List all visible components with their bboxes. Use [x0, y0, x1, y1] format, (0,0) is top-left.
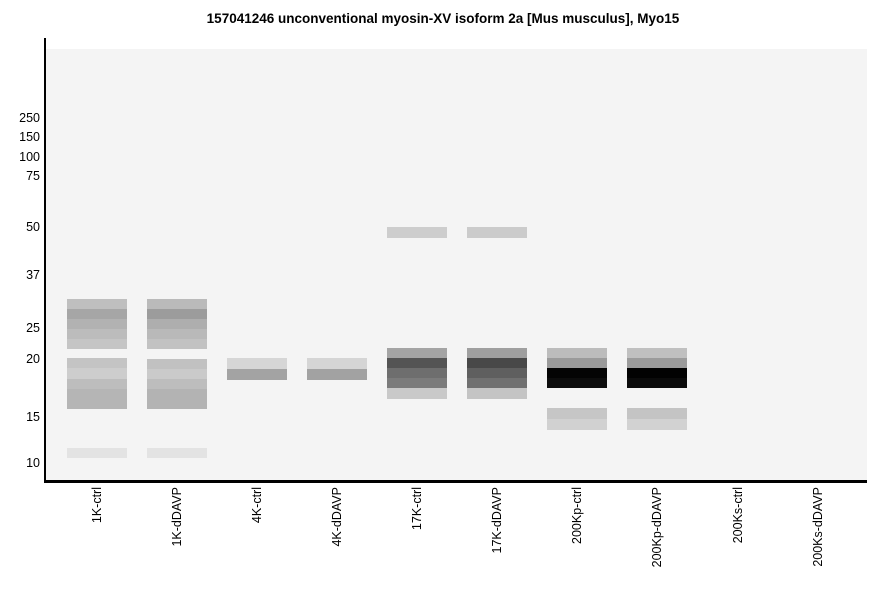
- lane-label-text: 200Ks-ctrl: [730, 487, 745, 544]
- y-tick-label-100: 100: [19, 150, 40, 164]
- band-stripe-200Kp-dDAVP: [626, 358, 687, 368]
- band-stripe-4K-dDAVP: [306, 369, 367, 380]
- band-stripe-17K-dDAVP: [466, 227, 527, 238]
- band-stripe-17K-ctrl: [386, 358, 447, 368]
- lane-label-text: 4K-ctrl: [249, 487, 264, 524]
- y-tick-label-37: 37: [26, 268, 40, 282]
- y-tick-label-25: 25: [26, 321, 40, 335]
- band-stripe-200Kp-dDAVP: [626, 419, 687, 430]
- band-stripe-17K-ctrl: [386, 227, 447, 238]
- lane-label-text: 1K-dDAVP: [169, 487, 184, 547]
- x-axis-line: [43, 480, 867, 483]
- band-stripe-1K-ctrl: [66, 339, 127, 349]
- lane-label-17K-ctrl: 17K-ctrl: [407, 487, 427, 530]
- lane-label-200Ks-dDAVP: 200Ks-dDAVP: [808, 487, 828, 567]
- band-stripe-200Kp-dDAVP: [626, 348, 687, 358]
- lane-label-text: 17K-ctrl: [409, 487, 424, 531]
- y-axis-line: [43, 38, 46, 483]
- band-stripe-1K-dDAVP: [146, 389, 207, 409]
- band-stripe-17K-ctrl: [386, 388, 447, 399]
- band-stripe-1K-ctrl: [66, 299, 127, 309]
- band-stripe-4K-ctrl: [226, 358, 287, 369]
- band-stripe-17K-ctrl: [386, 348, 447, 358]
- y-tick-label-10: 10: [26, 456, 40, 470]
- band-stripe-1K-ctrl: [66, 389, 127, 409]
- band-stripe-17K-ctrl: [386, 368, 447, 378]
- lane-label-text: 200Kp-ctrl: [569, 487, 584, 544]
- plot-area: [46, 49, 867, 480]
- band-stripe-1K-ctrl: [66, 368, 127, 379]
- band-stripe-1K-dDAVP: [146, 448, 207, 458]
- band-stripe-200Kp-ctrl: [546, 358, 607, 368]
- band-stripe-17K-dDAVP: [466, 358, 527, 368]
- lane-label-text: 200Kp-dDAVP: [649, 487, 664, 568]
- band-stripe-1K-ctrl: [66, 319, 127, 329]
- lane-label-17K-dDAVP: 17K-dDAVP: [487, 487, 507, 553]
- lane-label-200Ks-ctrl: 200Ks-ctrl: [728, 487, 748, 543]
- band-stripe-1K-dDAVP: [146, 309, 207, 319]
- band-stripe-200Kp-ctrl: [546, 419, 607, 430]
- band-stripe-1K-ctrl: [66, 329, 127, 339]
- lane-label-1K-dDAVP: 1K-dDAVP: [167, 487, 187, 547]
- band-stripe-200Kp-dDAVP: [626, 368, 687, 378]
- y-tick-label-75: 75: [26, 169, 40, 183]
- lane-label-200Kp-dDAVP: 200Kp-dDAVP: [647, 487, 667, 567]
- band-stripe-200Kp-dDAVP: [626, 408, 687, 419]
- y-tick-label-250: 250: [19, 111, 40, 125]
- band-stripe-1K-ctrl: [66, 358, 127, 368]
- band-stripe-1K-ctrl: [66, 309, 127, 319]
- lane-label-200Kp-ctrl: 200Kp-ctrl: [567, 487, 587, 544]
- band-stripe-200Kp-ctrl: [546, 348, 607, 358]
- lane-label-text: 200Ks-dDAVP: [810, 487, 825, 567]
- band-stripe-1K-dDAVP: [146, 359, 207, 369]
- lane-label-4K-dDAVP: 4K-dDAVP: [327, 487, 347, 547]
- band-stripe-200Kp-dDAVP: [626, 378, 687, 388]
- band-stripe-1K-ctrl: [66, 379, 127, 389]
- band-stripe-1K-dDAVP: [146, 379, 207, 389]
- band-stripe-1K-dDAVP: [146, 329, 207, 339]
- band-stripe-17K-dDAVP: [466, 378, 527, 388]
- band-stripe-1K-ctrl: [66, 448, 127, 458]
- chart-title: 157041246 unconventional myosin-XV isofo…: [206, 11, 680, 26]
- band-stripe-4K-ctrl: [226, 369, 287, 380]
- band-stripe-200Kp-ctrl: [546, 408, 607, 419]
- lane-label-4K-ctrl: 4K-ctrl: [247, 487, 267, 523]
- band-stripe-17K-dDAVP: [466, 388, 527, 399]
- band-stripe-17K-dDAVP: [466, 368, 527, 378]
- y-tick-label-150: 150: [19, 130, 40, 144]
- lane-label-text: 17K-dDAVP: [489, 487, 504, 554]
- band-stripe-4K-dDAVP: [306, 358, 367, 369]
- band-stripe-1K-dDAVP: [146, 299, 207, 309]
- band-stripe-17K-ctrl: [386, 378, 447, 388]
- band-stripe-1K-dDAVP: [146, 319, 207, 329]
- lane-label-1K-ctrl: 1K-ctrl: [87, 487, 107, 523]
- band-stripe-17K-dDAVP: [466, 348, 527, 358]
- band-stripe-200Kp-ctrl: [546, 368, 607, 378]
- y-tick-label-15: 15: [26, 410, 40, 424]
- band-stripe-200Kp-ctrl: [546, 378, 607, 388]
- y-tick-label-50: 50: [26, 220, 40, 234]
- y-tick-label-20: 20: [26, 352, 40, 366]
- band-stripe-1K-dDAVP: [146, 369, 207, 379]
- lane-label-text: 4K-dDAVP: [329, 487, 344, 547]
- lane-label-text: 1K-ctrl: [89, 487, 104, 524]
- band-stripe-1K-dDAVP: [146, 339, 207, 349]
